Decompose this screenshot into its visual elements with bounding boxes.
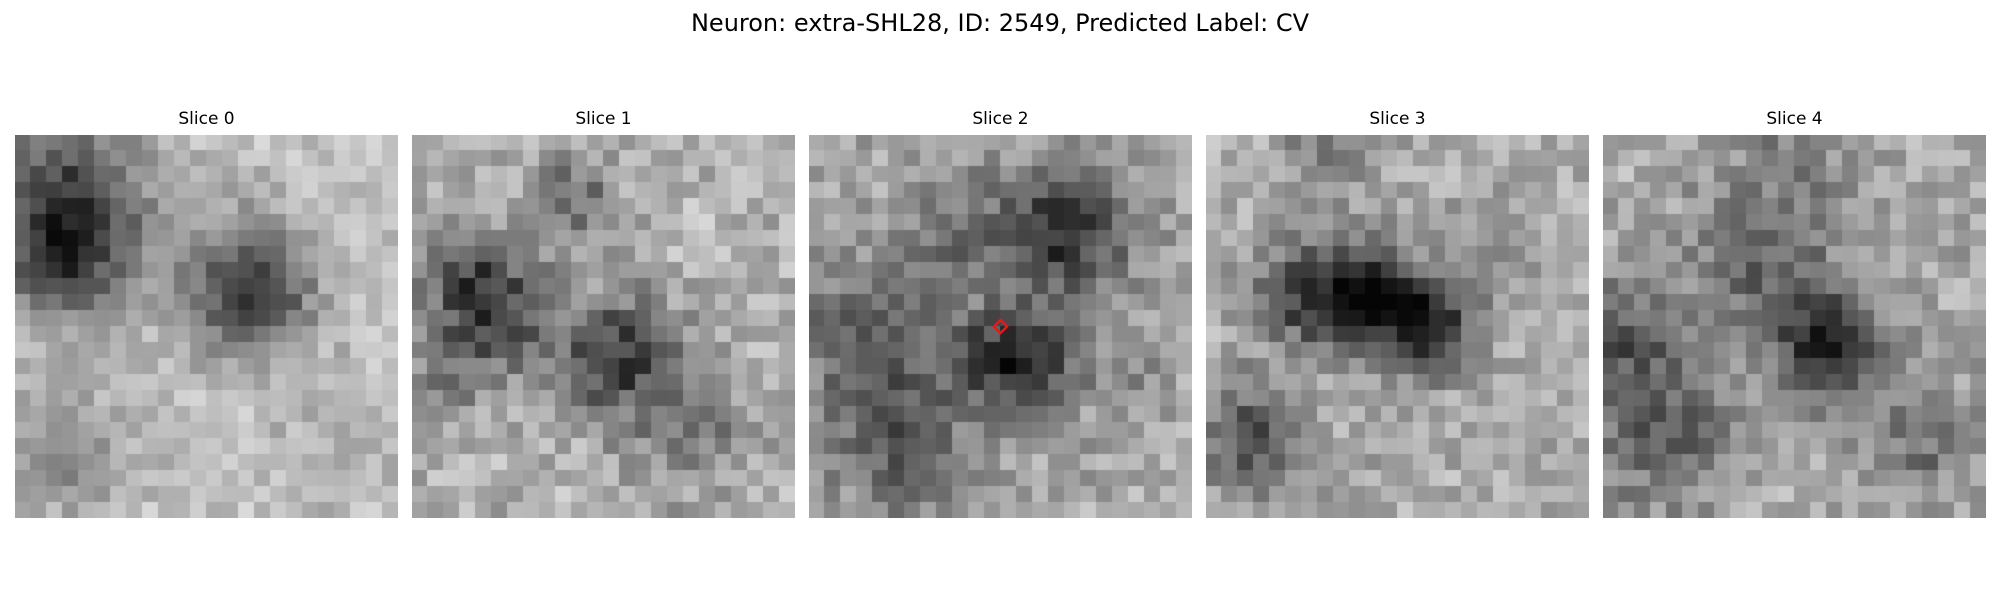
figure-title: Neuron: extra-SHL28, ID: 2549, Predicted… bbox=[690, 9, 1310, 37]
slice-image bbox=[1206, 135, 1589, 518]
slice-title: Slice 2 bbox=[972, 109, 1029, 129]
slice-panel-4: Slice 4 bbox=[1603, 108, 1986, 518]
slice-image bbox=[809, 135, 1192, 518]
slice-title: Slice 3 bbox=[1369, 109, 1426, 129]
slice-panel-0: Slice 0 bbox=[15, 108, 398, 518]
slice-panel-1: Slice 1 bbox=[412, 108, 795, 518]
slice-title: Slice 0 bbox=[178, 109, 235, 129]
slice-image bbox=[412, 135, 795, 518]
slice-title: Slice 4 bbox=[1766, 109, 1823, 129]
slice-image bbox=[1603, 135, 1986, 518]
slice-title: Slice 1 bbox=[575, 109, 632, 129]
slice-panel-2: Slice 2 bbox=[809, 108, 1192, 518]
slice-panel-3: Slice 3 bbox=[1206, 108, 1589, 518]
slice-image bbox=[15, 135, 398, 518]
